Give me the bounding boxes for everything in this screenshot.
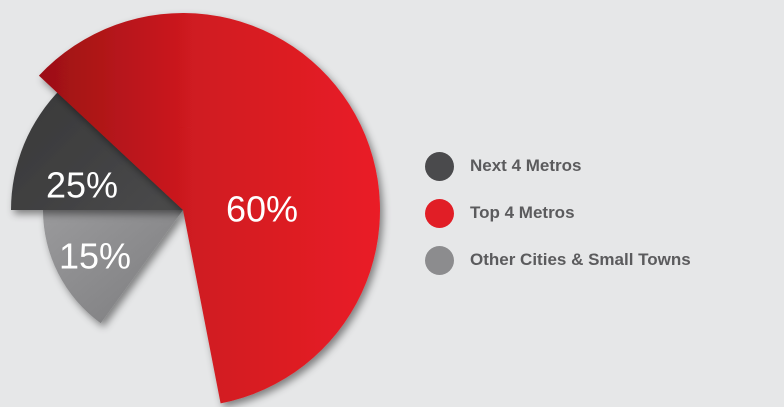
legend-label: Other Cities & Small Towns — [470, 250, 691, 269]
pie-slice-other-cities-small-towns[interactable] — [43, 210, 183, 324]
legend-swatch — [425, 245, 454, 275]
legend-item-next-4-metros[interactable]: Next 4 Metros — [425, 151, 691, 181]
legend-swatch — [425, 151, 454, 181]
slice-value-label: 15% — [59, 236, 131, 277]
legend-label: Top 4 Metros — [470, 203, 575, 222]
legend-swatch — [425, 198, 454, 228]
legend-item-top-4-metros[interactable]: Top 4 Metros — [425, 198, 691, 228]
legend: Next 4 Metros Top 4 Metros Other Cities … — [425, 151, 691, 294]
slice-value-label: 25% — [46, 165, 118, 206]
pie-slice-top-4-metros[interactable] — [38, 12, 381, 404]
legend-item-other-cities[interactable]: Other Cities & Small Towns — [425, 245, 691, 275]
legend-label: Next 4 Metros — [470, 156, 582, 175]
slice-value-label: 60% — [226, 189, 298, 230]
